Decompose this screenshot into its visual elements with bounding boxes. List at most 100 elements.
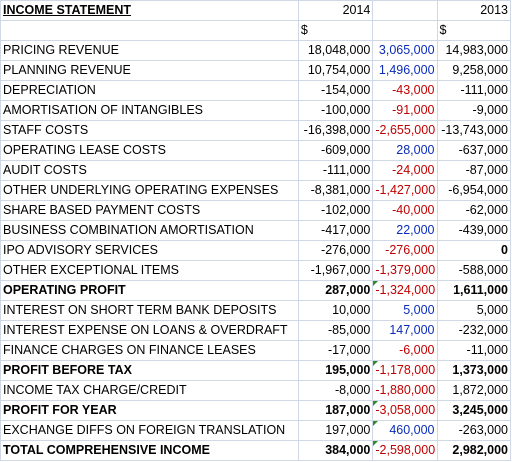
value-2013[interactable]: 14,983,000 [436,40,512,61]
value-2013[interactable]: 3,245,000 [436,400,512,421]
row-label[interactable]: SHARE BASED PAYMENT COSTS [0,200,299,221]
value-change[interactable]: -3,058,000 [372,400,438,421]
table-row: STAFF COSTS -16,398,000 -2,655,000 -13,7… [0,120,512,141]
value-2013[interactable]: -111,000 [436,80,512,101]
row-label[interactable]: PLANNING REVENUE [0,60,299,81]
value-change[interactable]: 3,065,000 [372,40,438,61]
row-label[interactable]: EXCHANGE DIFFS ON FOREIGN TRANSLATION [0,420,299,441]
value-2013[interactable]: -637,000 [436,140,512,161]
value-change[interactable]: -43,000 [372,80,438,101]
value-2014[interactable]: 384,000 [297,440,374,461]
value-change[interactable]: -2,598,000 [372,440,438,461]
value-2013[interactable]: 5,000 [436,300,512,321]
value-2014[interactable]: 195,000 [297,360,374,381]
value-2014[interactable]: -8,000 [297,380,374,401]
change-header-cell[interactable] [372,0,438,21]
table-row: FINANCE CHARGES ON FINANCE LEASES -17,00… [0,340,512,361]
value-2014[interactable]: -102,000 [297,200,374,221]
value-change[interactable]: -24,000 [372,160,438,181]
value-change[interactable]: -40,000 [372,200,438,221]
value-2014[interactable]: 287,000 [297,280,374,301]
value-change[interactable]: -91,000 [372,100,438,121]
row-label[interactable]: STAFF COSTS [0,120,299,141]
value-2014[interactable]: 10,000 [297,300,374,321]
row-label[interactable]: TOTAL COMPREHENSIVE INCOME [0,440,299,461]
value-2013[interactable]: -588,000 [436,260,512,281]
header-row: INCOME STATEMENT 2014 2013 [0,0,512,21]
value-2013[interactable]: 1,373,000 [436,360,512,381]
row-label[interactable]: INTEREST ON SHORT TERM BANK DEPOSITS [0,300,299,321]
value-change[interactable]: 22,000 [372,220,438,241]
row-label[interactable]: AUDIT COSTS [0,160,299,181]
value-2014[interactable]: 187,000 [297,400,374,421]
value-2013[interactable]: -439,000 [436,220,512,241]
row-label[interactable]: PRICING REVENUE [0,40,299,61]
value-change[interactable]: 460,000 [372,420,438,441]
row-label[interactable]: PROFIT FOR YEAR [0,400,299,421]
value-2013[interactable]: 0 [436,240,512,261]
row-label[interactable]: OTHER UNDERLYING OPERATING EXPENSES [0,180,299,201]
table-row: OPERATING LEASE COSTS -609,000 28,000 -6… [0,140,512,161]
value-2013[interactable]: -263,000 [436,420,512,441]
value-2013[interactable]: -62,000 [436,200,512,221]
row-label[interactable]: IPO ADVISORY SERVICES [0,240,299,261]
year-2014-header[interactable]: 2014 [297,0,374,21]
value-2013[interactable]: -9,000 [436,100,512,121]
value-2013[interactable]: 9,258,000 [436,60,512,81]
value-change[interactable]: -276,000 [372,240,438,261]
blank-cell[interactable] [0,20,299,41]
value-2014[interactable]: -154,000 [297,80,374,101]
value-2013[interactable]: -11,000 [436,340,512,361]
table-row: OTHER EXCEPTIONAL ITEMS -1,967,000 -1,37… [0,260,512,281]
value-2014[interactable]: 10,754,000 [297,60,374,81]
value-change[interactable]: 5,000 [372,300,438,321]
value-2013[interactable]: -232,000 [436,320,512,341]
row-label[interactable]: OTHER EXCEPTIONAL ITEMS [0,260,299,281]
blank-cell[interactable] [372,20,438,41]
value-change[interactable]: -1,178,000 [372,360,438,381]
value-change[interactable]: -1,324,000 [372,280,438,301]
value-change[interactable]: -1,427,000 [372,180,438,201]
value-2013[interactable]: -6,954,000 [436,180,512,201]
table-row: INCOME TAX CHARGE/CREDIT -8,000 -1,880,0… [0,380,512,401]
value-2014[interactable]: -17,000 [297,340,374,361]
currency-2014[interactable]: $ [297,20,374,41]
value-change[interactable]: -2,655,000 [372,120,438,141]
value-2014[interactable]: -417,000 [297,220,374,241]
value-2014[interactable]: -111,000 [297,160,374,181]
value-2013[interactable]: -87,000 [436,160,512,181]
value-change[interactable]: 1,496,000 [372,60,438,81]
value-2014[interactable]: -609,000 [297,140,374,161]
value-change[interactable]: -6,000 [372,340,438,361]
row-label[interactable]: FINANCE CHARGES ON FINANCE LEASES [0,340,299,361]
row-label[interactable]: INCOME TAX CHARGE/CREDIT [0,380,299,401]
value-2013[interactable]: 1,872,000 [436,380,512,401]
value-2014[interactable]: -1,967,000 [297,260,374,281]
row-label[interactable]: INTEREST EXPENSE ON LOANS & OVERDRAFT [0,320,299,341]
year-2013-header[interactable]: 2013 [436,0,512,21]
value-change[interactable]: -1,379,000 [372,260,438,281]
value-change[interactable]: -1,880,000 [372,380,438,401]
row-label[interactable]: AMORTISATION OF INTANGIBLES [0,100,299,121]
row-label[interactable]: OPERATING PROFIT [0,280,299,301]
currency-2013[interactable]: $ [436,20,512,41]
currency-row: $ $ [0,20,512,41]
row-label[interactable]: PROFIT BEFORE TAX [0,360,299,381]
value-change[interactable]: 147,000 [372,320,438,341]
table-row: EXCHANGE DIFFS ON FOREIGN TRANSLATION 19… [0,420,512,441]
value-2014[interactable]: -100,000 [297,100,374,121]
value-2014[interactable]: -16,398,000 [297,120,374,141]
value-2014[interactable]: -85,000 [297,320,374,341]
row-label[interactable]: DEPRECIATION [0,80,299,101]
statement-title[interactable]: INCOME STATEMENT [0,0,299,21]
value-2013[interactable]: 1,611,000 [436,280,512,301]
value-2013[interactable]: -13,743,000 [436,120,512,141]
row-label[interactable]: OPERATING LEASE COSTS [0,140,299,161]
value-2013[interactable]: 2,982,000 [436,440,512,461]
value-change[interactable]: 28,000 [372,140,438,161]
value-2014[interactable]: 18,048,000 [297,40,374,61]
value-2014[interactable]: 197,000 [297,420,374,441]
value-2014[interactable]: -276,000 [297,240,374,261]
value-2014[interactable]: -8,381,000 [297,180,374,201]
row-label[interactable]: BUSINESS COMBINATION AMORTISATION [0,220,299,241]
